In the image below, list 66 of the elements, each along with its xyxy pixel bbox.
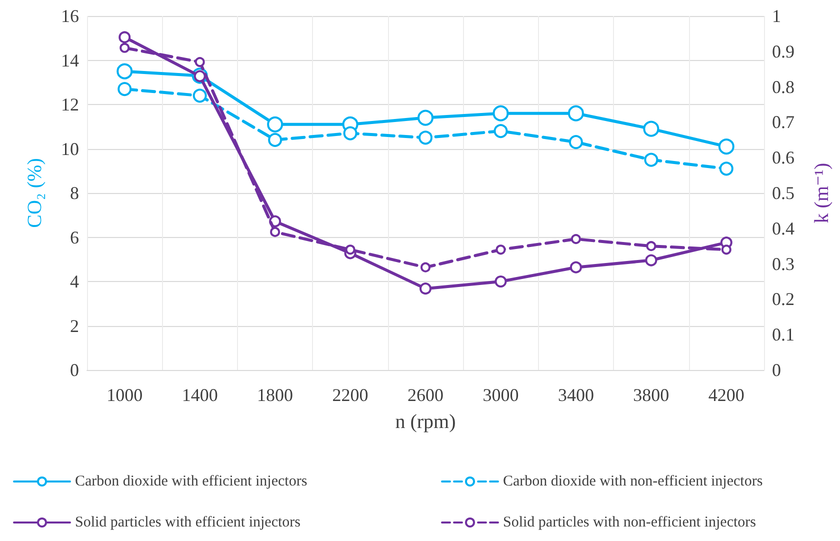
point <box>492 105 509 122</box>
x-axis-title: n (rpm) <box>395 411 456 433</box>
y2-tick-label: 0.6 <box>772 148 794 168</box>
y-tick-label: 2 <box>70 316 79 336</box>
point <box>118 82 132 96</box>
x-tick-label: 1800 <box>257 385 294 405</box>
x-tick-label: 2200 <box>332 385 368 405</box>
point <box>268 132 282 147</box>
point <box>420 262 430 272</box>
x-tick-label: 1400 <box>182 385 218 405</box>
point <box>719 162 734 176</box>
legend-label: Solid particles with non-efficient injectors <box>503 514 756 530</box>
y2-tick-label: 1 <box>772 6 781 26</box>
point <box>644 152 658 167</box>
point <box>120 42 130 53</box>
legend-label: Carbon dioxide with efficient injectors <box>75 474 308 490</box>
legend-label: Solid particles with efficient injectors <box>75 514 301 530</box>
y-tick-label: 0 <box>70 360 79 380</box>
point <box>646 241 656 252</box>
y-axis-title: CO₂ (%) <box>24 158 46 228</box>
point <box>418 130 432 145</box>
x-tick-label: 1000 <box>106 385 143 405</box>
point <box>420 282 432 295</box>
y2-tick-label: 0.2 <box>772 289 794 310</box>
y2-tick-label: 0.9 <box>772 41 794 62</box>
point <box>418 110 434 126</box>
point <box>118 31 131 44</box>
y-tick-label: 4 <box>70 272 79 292</box>
y-tick-label: 16 <box>61 6 79 26</box>
y-tick-label: 8 <box>70 183 79 203</box>
y2-tick-label: 0.4 <box>772 218 794 238</box>
point <box>494 276 507 288</box>
point <box>345 244 356 255</box>
y-tick-label: 14 <box>61 50 79 70</box>
y2-tick-label: 0.3 <box>772 254 794 274</box>
y2-tick-label: 0.8 <box>772 76 794 97</box>
y-tick-label: 6 <box>70 227 79 248</box>
point <box>496 244 506 255</box>
x-tick-label: 3400 <box>558 385 594 405</box>
point <box>570 234 581 244</box>
point <box>267 116 284 132</box>
y2-tick-label: 0 <box>772 360 781 380</box>
point <box>570 261 582 274</box>
point <box>568 105 584 122</box>
x-tick-label: 4200 <box>708 385 744 405</box>
y2-axis-title: k (m⁻¹) <box>811 162 833 224</box>
point <box>721 244 732 255</box>
point <box>718 138 734 155</box>
point <box>116 63 133 80</box>
point <box>194 57 205 68</box>
point <box>494 124 508 138</box>
y2-tick-label: 0.7 <box>772 112 794 132</box>
point <box>643 120 660 137</box>
point <box>568 135 583 150</box>
y-tick-label: 12 <box>61 94 79 114</box>
x-tick-label: 3000 <box>482 385 519 405</box>
y-tick-label: 10 <box>61 138 79 159</box>
legend-label: Carbon dioxide with non-efficient injectors <box>503 474 763 490</box>
x-tick-label: 2600 <box>408 385 444 405</box>
point <box>270 226 280 237</box>
point <box>192 88 207 103</box>
y2-tick-label: 0.5 <box>772 183 794 203</box>
y2-tick-label: 0.1 <box>772 324 794 345</box>
point <box>343 126 358 140</box>
point <box>645 254 658 266</box>
x-tick-label: 3800 <box>633 385 670 405</box>
